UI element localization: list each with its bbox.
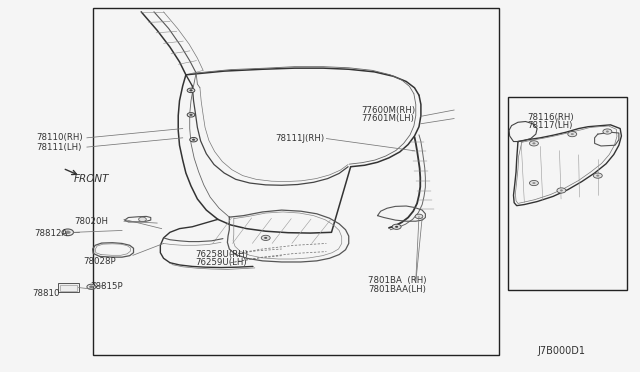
Circle shape <box>392 224 401 230</box>
Circle shape <box>532 142 535 144</box>
Circle shape <box>264 237 267 238</box>
Text: 7801BAA(LH): 7801BAA(LH) <box>368 285 426 294</box>
Circle shape <box>187 88 195 93</box>
Text: 78028P: 78028P <box>84 257 116 266</box>
Text: 76259U(LH): 76259U(LH) <box>195 258 247 267</box>
Text: 7801BA  (RH): 7801BA (RH) <box>368 276 426 285</box>
Bar <box>58 283 79 292</box>
Circle shape <box>189 114 192 116</box>
Circle shape <box>189 90 192 91</box>
Text: 77601M(LH): 77601M(LH) <box>362 114 414 123</box>
Circle shape <box>557 188 566 193</box>
Text: 78020H: 78020H <box>74 217 108 226</box>
Circle shape <box>593 173 602 178</box>
Circle shape <box>568 132 577 137</box>
Text: 78117(LH): 78117(LH) <box>527 122 573 131</box>
Circle shape <box>415 214 423 219</box>
Text: 77600M(RH): 77600M(RH) <box>362 106 415 115</box>
Text: FRONT: FRONT <box>74 174 109 185</box>
Text: 78815P: 78815P <box>90 282 123 291</box>
Circle shape <box>90 286 93 288</box>
Text: 76258U(RH): 76258U(RH) <box>195 250 248 259</box>
Text: 78810: 78810 <box>33 289 60 298</box>
Circle shape <box>529 141 538 146</box>
Circle shape <box>87 284 96 289</box>
Text: 78111(LH): 78111(LH) <box>36 142 81 151</box>
Text: 78116(RH): 78116(RH) <box>527 113 574 122</box>
Circle shape <box>192 139 195 140</box>
Circle shape <box>65 231 70 234</box>
Text: 78812A: 78812A <box>34 228 67 238</box>
Text: 78111J(RH): 78111J(RH) <box>275 134 324 143</box>
Bar <box>60 285 77 291</box>
Circle shape <box>571 134 573 135</box>
Circle shape <box>606 131 609 132</box>
Text: J7B000D1: J7B000D1 <box>538 346 586 356</box>
Circle shape <box>532 182 535 184</box>
Bar <box>93 8 499 355</box>
Circle shape <box>560 190 563 191</box>
Circle shape <box>529 180 538 186</box>
Circle shape <box>139 217 147 222</box>
Circle shape <box>187 113 195 117</box>
Circle shape <box>261 235 270 240</box>
Circle shape <box>603 129 612 134</box>
Circle shape <box>396 226 398 228</box>
Bar <box>508 97 627 290</box>
Circle shape <box>62 229 74 235</box>
Circle shape <box>189 137 197 142</box>
Circle shape <box>596 175 599 176</box>
Text: 78110(RH): 78110(RH) <box>36 133 83 142</box>
